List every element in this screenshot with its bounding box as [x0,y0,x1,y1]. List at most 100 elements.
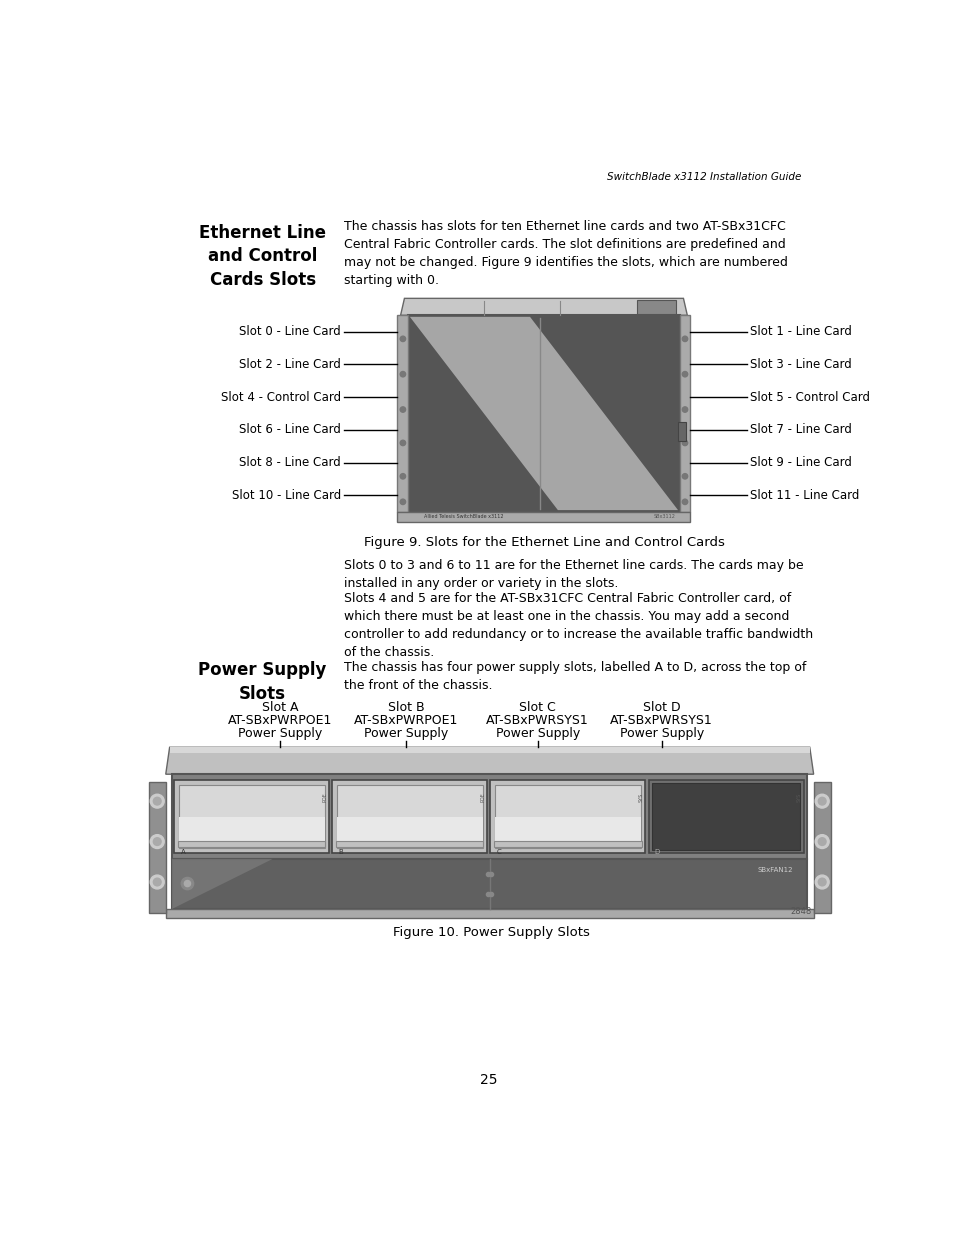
Circle shape [399,440,405,446]
Bar [397,511,690,521]
Polygon shape [170,747,809,753]
Text: Slot 3 - Line Card: Slot 3 - Line Card [749,358,851,370]
Text: POE: POE [480,793,485,803]
Bar [174,781,329,852]
Text: Slot 9 - Line Card: Slot 9 - Line Card [749,456,851,469]
Polygon shape [410,317,678,510]
Circle shape [184,881,191,887]
Text: B: B [338,848,343,855]
Text: Slot 10 - Line Card: Slot 10 - Line Card [232,489,340,501]
Text: AT-SBxPWRSYS1: AT-SBxPWRSYS1 [610,714,713,727]
Circle shape [150,794,164,808]
Text: SYS: SYS [639,793,643,802]
Bar [490,781,645,852]
Text: Power Supply: Power Supply [363,727,448,740]
Circle shape [815,876,828,889]
Text: Slot 8 - Line Card: Slot 8 - Line Card [239,456,340,469]
Text: SBxFAN12: SBxFAN12 [758,867,793,873]
Polygon shape [166,747,813,774]
Text: C: C [497,848,501,855]
Bar [166,909,813,918]
Text: POE: POE [322,793,328,803]
Circle shape [681,336,687,342]
Circle shape [681,372,687,377]
Circle shape [818,837,825,846]
Text: The chassis has four power supply slots, labelled A to D, across the top of
the : The chassis has four power supply slots,… [344,661,805,692]
Text: Slot B: Slot B [387,701,424,714]
Bar [172,858,806,909]
Bar [495,785,640,848]
Circle shape [818,878,825,885]
Text: Power Supply
Slots: Power Supply Slots [198,661,327,703]
Circle shape [681,406,687,412]
Bar [332,781,487,852]
Text: D: D [654,848,659,855]
Bar [172,774,806,858]
Text: A: A [180,848,185,855]
Bar [178,841,325,847]
Bar [813,782,830,913]
Circle shape [150,835,164,848]
Circle shape [815,794,828,808]
Text: Slot 4 - Control Card: Slot 4 - Control Card [220,390,340,404]
Bar [336,816,482,848]
Bar [335,841,483,847]
Text: Power Supply: Power Supply [238,727,322,740]
Text: Figure 10. Power Supply Slots: Figure 10. Power Supply Slots [393,925,589,939]
Text: AT-SBxPWRPOE1: AT-SBxPWRPOE1 [354,714,457,727]
Text: Power Supply: Power Supply [619,727,703,740]
Bar [149,782,166,913]
Text: AT-SBxPWRPOE1: AT-SBxPWRPOE1 [228,714,333,727]
Bar [179,785,324,848]
Text: Slot 11 - Line Card: Slot 11 - Line Card [749,489,859,501]
Circle shape [181,877,193,889]
Circle shape [815,835,828,848]
Text: Slot 0 - Line Card: Slot 0 - Line Card [239,325,340,338]
Circle shape [681,499,687,505]
Text: Slot C: Slot C [518,701,556,714]
Bar [651,783,800,850]
Text: 25: 25 [479,1073,497,1087]
Circle shape [681,440,687,446]
Text: SYS: SYS [796,793,801,802]
Circle shape [153,878,161,885]
Polygon shape [400,299,686,315]
Circle shape [399,406,405,412]
Text: The chassis has slots for ten Ethernet line cards and two AT-SBx31CFC
Central Fa: The chassis has slots for ten Ethernet l… [344,220,787,287]
Text: Slot 5 - Control Card: Slot 5 - Control Card [749,390,869,404]
Text: Slot A: Slot A [262,701,298,714]
Circle shape [399,473,405,479]
Bar [679,315,690,511]
Bar [397,315,408,511]
Text: Allied Telesis SwitchBlade x3112: Allied Telesis SwitchBlade x3112 [423,514,503,519]
Circle shape [681,473,687,479]
Bar [648,781,802,852]
Circle shape [399,372,405,377]
Polygon shape [172,858,273,909]
Circle shape [399,499,405,505]
Bar [637,300,675,315]
Text: Ethernet Line
and Control
Cards Slots: Ethernet Line and Control Cards Slots [199,224,326,289]
Bar [336,785,482,848]
Text: SBx3112: SBx3112 [653,514,675,519]
Text: Slot 7 - Line Card: Slot 7 - Line Card [749,424,851,436]
Circle shape [153,837,161,846]
Text: Slot 6 - Line Card: Slot 6 - Line Card [239,424,340,436]
Bar [494,841,641,847]
Text: 2848: 2848 [790,906,811,916]
Bar [678,422,685,441]
Circle shape [818,798,825,805]
Text: Slot D: Slot D [642,701,679,714]
Text: Slots 0 to 3 and 6 to 11 are for the Ethernet line cards. The cards may be
insta: Slots 0 to 3 and 6 to 11 are for the Eth… [344,559,802,590]
Text: Power Supply: Power Supply [496,727,579,740]
Text: Slot 2 - Line Card: Slot 2 - Line Card [239,358,340,370]
Bar [408,315,679,511]
Text: AT-SBxPWRSYS1: AT-SBxPWRSYS1 [486,714,589,727]
Circle shape [153,798,161,805]
Text: Slot 1 - Line Card: Slot 1 - Line Card [749,325,851,338]
Text: Figure 9. Slots for the Ethernet Line and Control Cards: Figure 9. Slots for the Ethernet Line an… [363,536,723,548]
Bar [179,816,324,848]
Text: SwitchBlade x3112 Installation Guide: SwitchBlade x3112 Installation Guide [606,173,801,183]
Text: Slots 4 and 5 are for the AT-SBx31CFC Central Fabric Controller card, of
which t: Slots 4 and 5 are for the AT-SBx31CFC Ce… [344,592,812,658]
Circle shape [150,876,164,889]
